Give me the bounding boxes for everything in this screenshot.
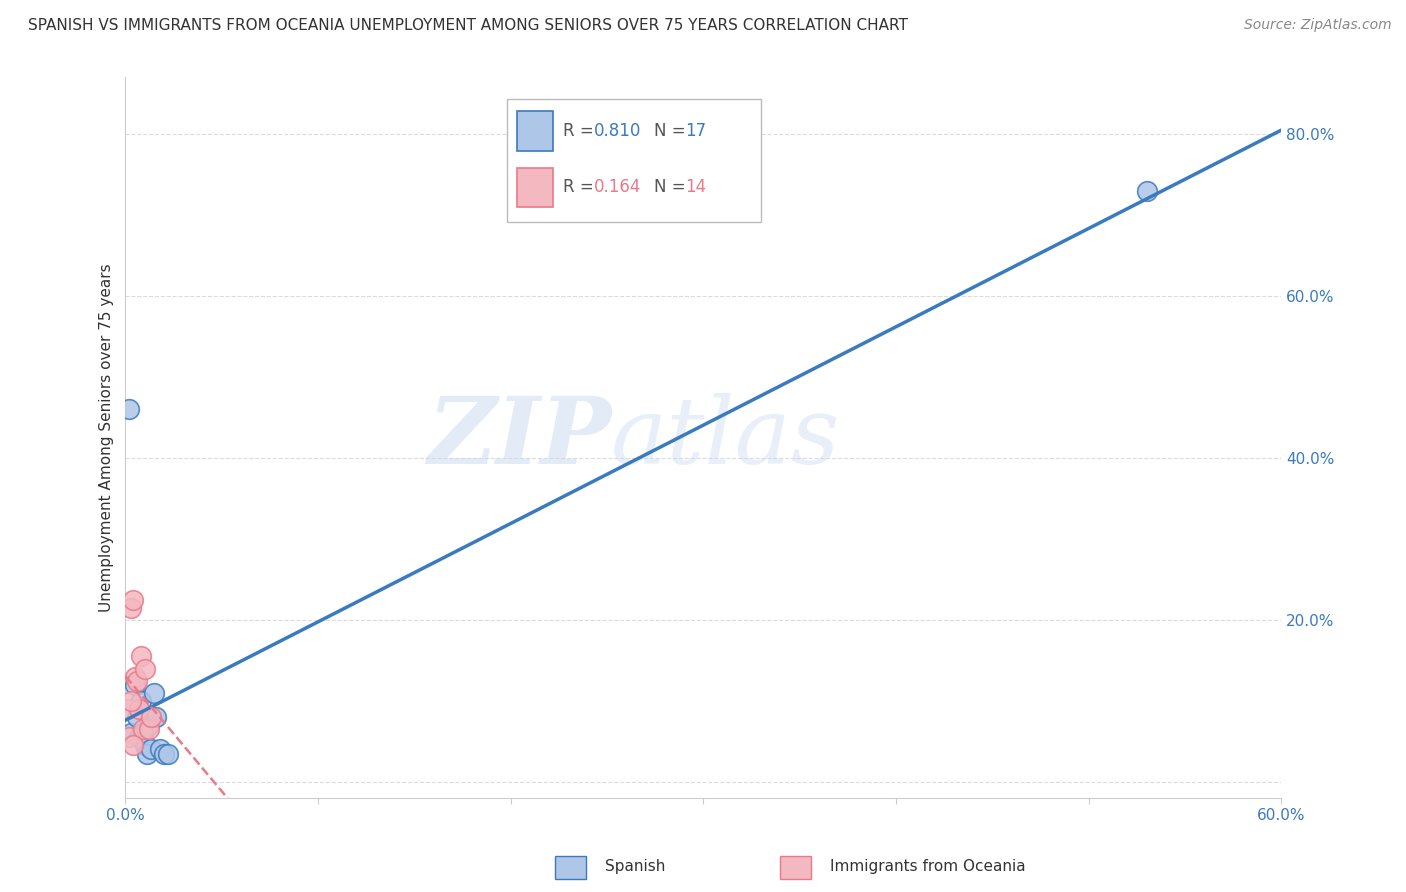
Text: ZIP: ZIP (426, 392, 612, 483)
Point (138, 723, 160, 737)
Point (120, 726, 142, 740)
Point (129, 649, 152, 664)
Point (128, 731, 150, 745)
Point (122, 592, 145, 607)
Text: Immigrants from Oceania: Immigrants from Oceania (830, 859, 1025, 874)
Y-axis label: Unemployment Among Seniors over 75 years: Unemployment Among Seniors over 75 years (100, 263, 114, 612)
Point (129, 694, 152, 708)
Point (122, 739, 145, 753)
Point (153, 747, 176, 761)
Point (149, 742, 172, 756)
Point (120, 600, 142, 615)
Text: Spanish: Spanish (605, 859, 665, 874)
Point (117, 702, 139, 716)
Point (139, 710, 162, 724)
Point (156, 747, 179, 761)
Point (118, 731, 141, 745)
Point (124, 678, 146, 692)
Point (125, 710, 148, 724)
Text: SPANISH VS IMMIGRANTS FROM OCEANIA UNEMPLOYMENT AMONG SENIORS OVER 75 YEARS CORR: SPANISH VS IMMIGRANTS FROM OCEANIA UNEMP… (28, 18, 908, 33)
Point (143, 686, 166, 700)
Point (135, 747, 157, 761)
Text: Source: ZipAtlas.com: Source: ZipAtlas.com (1244, 18, 1392, 32)
Point (128, 702, 150, 716)
Point (125, 673, 148, 688)
Point (124, 670, 146, 684)
Point (134, 739, 156, 753)
Point (120, 694, 142, 708)
Point (118, 402, 141, 417)
Point (1135, 184, 1157, 198)
Point (134, 661, 156, 675)
Point (145, 710, 167, 724)
Point (138, 718, 160, 732)
Point (139, 742, 162, 756)
Text: atlas: atlas (612, 392, 841, 483)
Point (132, 726, 155, 740)
Point (132, 723, 155, 737)
